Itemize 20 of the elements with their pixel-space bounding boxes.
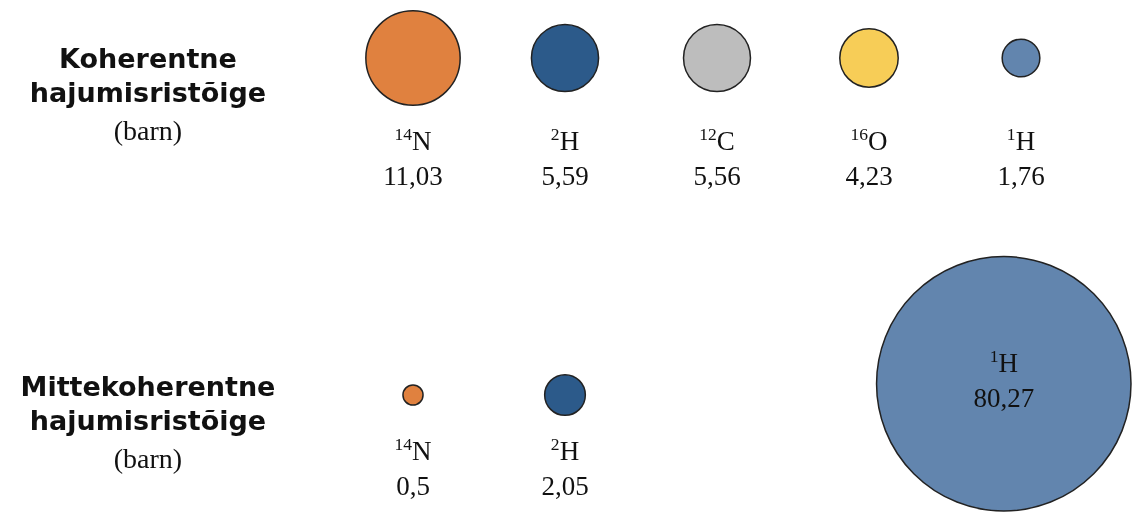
- text: Koherentne hajumisristõige: [29, 43, 267, 108]
- category-label: $^{2}$H: [550, 124, 580, 157]
- text: (barn): [113, 443, 183, 474]
- data-label: 5,56: [693, 161, 741, 192]
- data-label: 2,05: [541, 471, 589, 502]
- category-label: $^{1}$H: [989, 345, 1018, 378]
- category-label: $^{14}$N: [394, 434, 432, 467]
- data-label: 80,27: [973, 382, 1035, 413]
- category-label: $^{1}$H: [1006, 124, 1036, 157]
- category-label: $^{14}$N: [394, 124, 432, 157]
- text: (barn): [113, 115, 183, 146]
- category-label: $^{16}$O: [850, 124, 888, 157]
- data-label: 11,03: [383, 161, 443, 192]
- data-label: 4,23: [845, 161, 893, 192]
- text: Mittekoherentne hajumisristõige: [20, 371, 276, 436]
- data-label: 1,76: [997, 161, 1045, 192]
- category-label: $^{2}$H: [550, 434, 580, 467]
- data-label: 5,59: [541, 161, 589, 192]
- data-label: 0,5: [396, 471, 430, 502]
- category-label: $^{12}$C: [699, 124, 735, 157]
